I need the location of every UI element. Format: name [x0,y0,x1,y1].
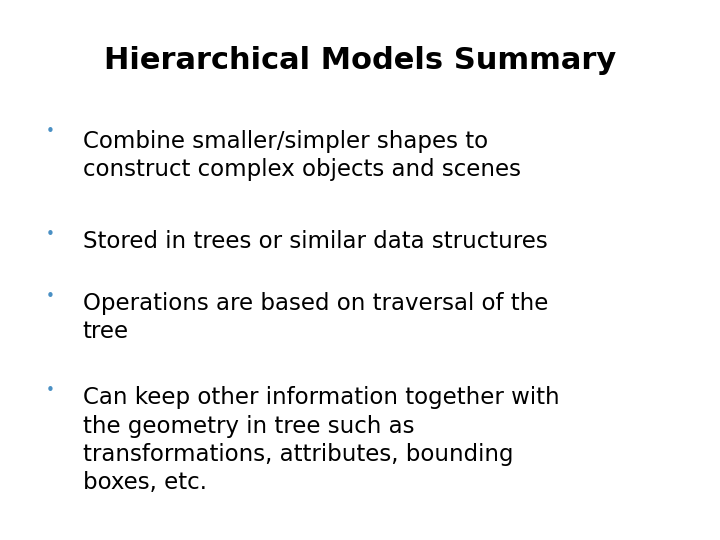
Text: Combine smaller/simpler shapes to
construct complex objects and scenes: Combine smaller/simpler shapes to constr… [83,130,521,181]
Text: •: • [46,383,55,399]
Text: •: • [46,227,55,242]
Text: Hierarchical Models Summary: Hierarchical Models Summary [104,46,616,75]
Text: Can keep other information together with
the geometry in tree such as
transforma: Can keep other information together with… [83,386,559,494]
Text: •: • [46,124,55,139]
Text: Stored in trees or similar data structures: Stored in trees or similar data structur… [83,230,547,253]
Text: Operations are based on traversal of the
tree: Operations are based on traversal of the… [83,292,548,343]
Text: •: • [46,289,55,304]
